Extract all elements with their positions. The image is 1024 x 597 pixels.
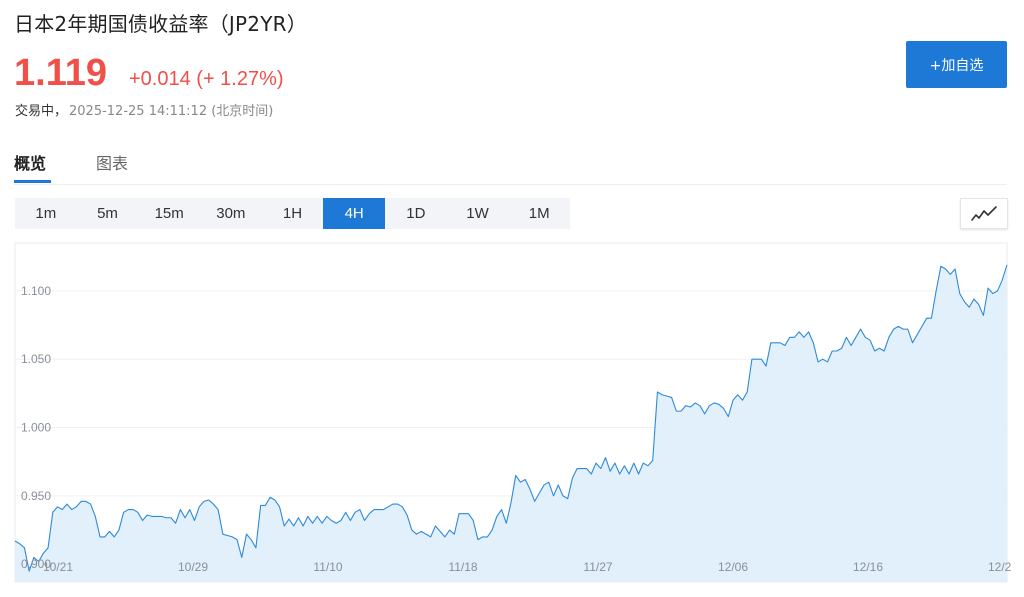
y-tick-label: 0.950 <box>21 489 51 503</box>
interval-15m[interactable]: 15m <box>154 205 184 222</box>
interval-30m[interactable]: 30m <box>216 205 246 222</box>
active-tab-indicator <box>14 180 51 183</box>
interval-1d[interactable]: 1D <box>406 205 426 222</box>
interval-1w[interactable]: 1W <box>466 205 489 222</box>
y-tick-label: 1.050 <box>21 352 51 366</box>
interval-1mo[interactable]: 1M <box>528 205 550 222</box>
interval-4h[interactable]: 4H <box>323 198 386 229</box>
tab-chart[interactable]: 图表 <box>96 154 129 173</box>
y-tick-label: 1.000 <box>21 421 51 435</box>
x-tick-label: 11/27 <box>583 560 612 574</box>
x-tick-label: 12/16 <box>853 560 883 574</box>
tab-bar: 概览 图表 <box>14 148 1007 185</box>
x-axis-labels: 10/21 10/29 11/10 11/18 11/27 12/06 12/16 12/2 <box>43 560 1012 574</box>
x-tick-label: 10/29 <box>178 560 208 574</box>
line-chart-icon <box>971 205 997 221</box>
yield-chart[interactable]: 1.100 1.050 1.000 0.950 0.900 10/21 10/29 11/1… <box>0 230 1024 597</box>
tab-overview[interactable]: 概览 <box>14 154 47 173</box>
price-change: +0.014 (+ 1.27%) <box>129 68 284 90</box>
price-line <box>14 264 1008 572</box>
y-tick-label: 1.100 <box>21 284 51 298</box>
x-tick-label: 12/2 <box>988 560 1012 574</box>
interval-selector: 1m 5m 15m 30m 1H 4H 1D 1W 1M <box>15 198 570 229</box>
interval-1m[interactable]: 1m <box>35 205 57 222</box>
x-tick-label: 10/21 <box>43 560 73 574</box>
status-label: 交易中， <box>15 104 68 119</box>
interval-5m[interactable]: 5m <box>97 205 118 222</box>
x-tick-label: 12/06 <box>718 560 748 574</box>
price-row: 1.119 +0.014 (+ 1.27%) <box>14 52 284 95</box>
price-area-fill <box>15 264 1007 582</box>
chart-type-button[interactable] <box>960 198 1008 229</box>
x-tick-label: 11/18 <box>448 560 477 574</box>
page-title: 日本2年期国债收益率（JP2YR） <box>14 12 307 36</box>
y-tick-label: 0.900 <box>21 557 51 571</box>
x-tick-label: 11/10 <box>313 560 342 574</box>
status-timestamp: 2025-12-25 14:11:12 (北京时间) <box>69 104 274 119</box>
y-axis-labels: 1.100 1.050 1.000 0.950 0.900 <box>21 284 51 571</box>
last-price: 1.119 <box>14 52 107 94</box>
trading-status: 交易中， 2025-12-25 14:11:12 (北京时间) <box>15 100 273 119</box>
interval-1h[interactable]: 1H <box>282 205 303 222</box>
add-to-watchlist-button[interactable]: +加自选 <box>906 41 1007 88</box>
